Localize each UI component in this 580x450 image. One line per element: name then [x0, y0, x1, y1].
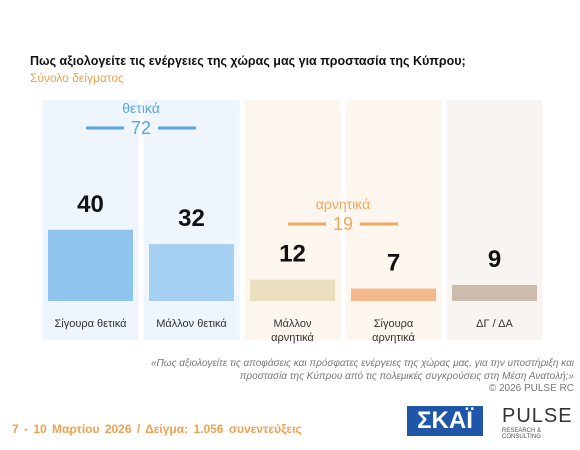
category-label: Σίγουρα αρνητικά: [372, 318, 415, 344]
pulse-logo: PULSE: [502, 405, 573, 427]
value-label: 9: [488, 246, 501, 273]
bar: [351, 288, 436, 301]
column-bg: [244, 100, 341, 340]
bar: [452, 284, 537, 301]
category-label: Μάλλον αρνητικά: [271, 318, 314, 344]
skai-logo: ΣΚΑΪ: [407, 406, 483, 436]
footer: 7 - 10 Μαρτίου 2026 / Δείγμα: 1.056 συνε…: [12, 422, 302, 436]
group-total: 19: [333, 214, 353, 234]
pulse-tagline: RESEARCH & CONSULTING: [502, 428, 542, 440]
copyright: © 2026 PULSE RC: [488, 383, 574, 394]
category-label: ΔΓ / ΔΑ: [476, 318, 513, 330]
bar: [149, 244, 234, 301]
value-label: 32: [178, 205, 205, 232]
chart-subtitle: Σύνολο δείγματος: [30, 71, 124, 85]
bar: [250, 279, 335, 301]
category-label: Μάλλον θετικά: [156, 318, 227, 330]
chart-title: Πως αξιολογείτε τις ενέργειες της χώρας …: [30, 54, 466, 68]
value-label: 7: [387, 250, 400, 277]
group-total: 72: [131, 118, 151, 138]
value-label: 40: [77, 191, 104, 218]
value-label: 12: [279, 241, 306, 268]
column-bg: [42, 100, 139, 340]
group-label: αρνητικά: [316, 196, 370, 212]
column-bg: [446, 100, 543, 340]
group-label: θετικά: [122, 100, 160, 116]
note: «Πως αξιολογείτε τις αποφάσεις και πρόσφ…: [150, 358, 574, 382]
column-bg: [345, 100, 442, 340]
category-label: Σίγουρα θετικά: [54, 318, 127, 330]
bar: [48, 229, 133, 301]
